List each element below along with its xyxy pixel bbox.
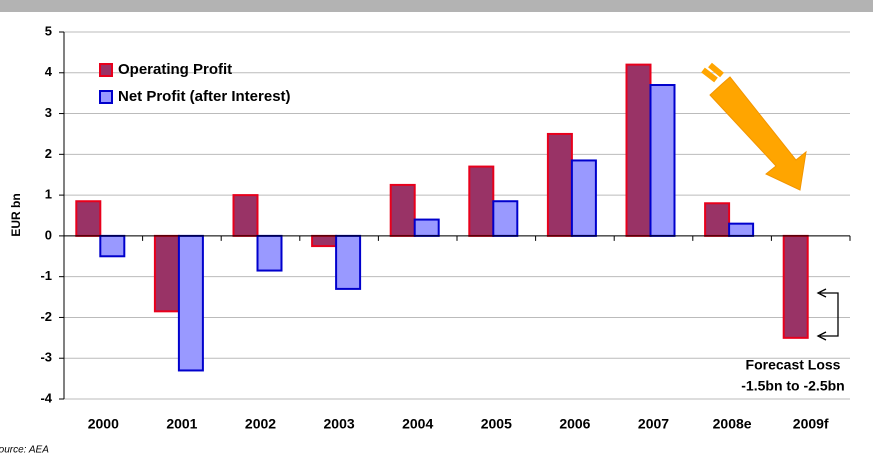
legend-swatch: [99, 63, 113, 77]
bar: [704, 202, 731, 237]
bar: [232, 194, 259, 237]
x-tick-label: 2002: [245, 416, 276, 432]
source: Source: AEA: [0, 445, 49, 456]
bar: [99, 234, 126, 258]
y-tick-label: 0: [45, 227, 52, 242]
bar: [335, 234, 362, 290]
y-tick-label: -3: [40, 350, 52, 365]
legend-label: Operating Profit: [118, 61, 232, 78]
x-tick-label: 2003: [324, 416, 355, 432]
legend-label: Net Profit (after Interest): [118, 88, 291, 105]
y-tick-label: 1: [45, 187, 52, 202]
bar: [625, 63, 652, 237]
x-tick-label: 2000: [88, 416, 119, 432]
x-tick-label: 2001: [166, 416, 197, 432]
annotation: Forecast Loss: [746, 357, 841, 373]
y-tick-label: -1: [40, 268, 52, 283]
header-band: [0, 0, 873, 12]
x-tick-label: 2004: [402, 416, 433, 432]
bar: [649, 84, 676, 237]
bar: [177, 234, 204, 372]
bar: [570, 159, 597, 237]
bar: [153, 234, 180, 313]
y-tick-label: -2: [40, 309, 52, 324]
y-tick-label: -4: [40, 390, 52, 405]
bar: [75, 200, 102, 237]
bar: [311, 234, 338, 248]
annotation: -1.5bn to -2.5bn: [741, 378, 844, 394]
bar: [256, 234, 283, 272]
bar: [782, 234, 809, 339]
y-tick-label: 3: [45, 105, 52, 120]
x-tick-label: 2007: [638, 416, 669, 432]
y-tick-label: 2: [45, 146, 52, 161]
legend-swatch: [99, 90, 113, 104]
bar: [389, 183, 416, 237]
bracket: [816, 288, 839, 341]
x-tick-label: 2006: [559, 416, 590, 432]
bar: [468, 165, 495, 237]
y-tick-label: 4: [45, 64, 53, 79]
bar: [492, 200, 519, 237]
bar: [546, 132, 573, 237]
bar: [728, 222, 755, 237]
bar: [413, 218, 440, 237]
trend-arrow: [701, 62, 807, 191]
y-axis-label: EUR bn: [9, 193, 23, 236]
y-tick-label: 5: [45, 23, 52, 38]
x-tick-label: 2005: [481, 416, 512, 432]
x-tick-label: 2009f: [793, 416, 829, 432]
x-tick-label: 2008e: [713, 416, 752, 432]
